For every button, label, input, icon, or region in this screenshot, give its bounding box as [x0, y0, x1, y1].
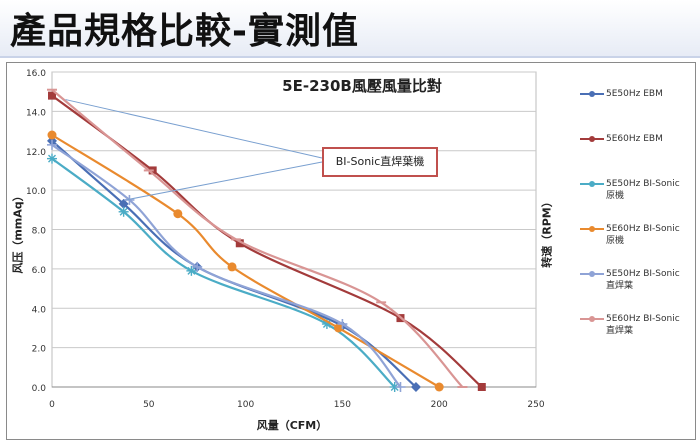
data-point	[457, 386, 468, 388]
data-point	[334, 323, 344, 333]
legend-swatch	[580, 136, 604, 142]
x-tick-label: 200	[431, 400, 448, 410]
slide-title: 產品規格比較-實測值	[10, 11, 359, 52]
annotation-box: BI-Sonic直焊葉機	[322, 147, 438, 177]
data-point	[47, 139, 57, 150]
y-tick-label: 4.0	[32, 305, 47, 315]
callout-arrow	[65, 99, 323, 159]
data-point	[186, 265, 197, 276]
legend-label: 5E50Hz EBM	[606, 89, 663, 99]
legend-label: 5E60Hz EBM	[606, 134, 663, 144]
data-point	[173, 209, 183, 219]
y-tick-label: 16.0	[26, 69, 46, 79]
data-point	[143, 169, 154, 172]
y-axis-label: 风压（mmAq）	[11, 190, 25, 274]
legend-swatch	[580, 91, 604, 97]
legend-swatch	[580, 226, 604, 232]
data-point	[235, 239, 244, 248]
chart-title: 5E-230B風壓風量比對	[282, 77, 442, 95]
data-point	[410, 382, 421, 392]
legend-label: 5E60Hz BI-Sonic 直焊葉	[606, 314, 680, 336]
data-point	[192, 261, 203, 272]
data-point	[47, 153, 57, 164]
data-point	[230, 238, 241, 241]
y-tick-label: 14.0	[26, 108, 46, 118]
title-bar	[0, 0, 700, 58]
y-tick-label: 0.0	[32, 384, 47, 394]
x-tick-label: 0	[49, 400, 55, 410]
x-tick-label: 150	[334, 400, 351, 410]
data-point	[477, 383, 486, 391]
legend-label: 5E50Hz BI-Sonic 原機	[606, 179, 680, 201]
data-point	[47, 88, 57, 91]
data-point	[118, 206, 129, 217]
y-tick-label: 8.0	[32, 227, 47, 237]
data-point	[48, 91, 56, 100]
y-tick-label: 10.0	[26, 187, 46, 197]
data-point	[395, 382, 406, 392]
y-tick-label: 2.0	[32, 345, 47, 355]
data-point	[434, 382, 444, 392]
data-point	[47, 130, 57, 140]
y-tick-label: 6.0	[32, 266, 47, 276]
x-tick-label: 50	[143, 400, 155, 410]
x-tick-label: 250	[527, 400, 544, 410]
legend-label: 5E60Hz BI-Sonic 原機	[606, 224, 680, 246]
x-axis-label: 风量（CFM）	[257, 418, 328, 432]
callout-arrow	[125, 161, 323, 201]
legend-swatch	[580, 271, 604, 277]
y-tick-label: 12.0	[26, 148, 46, 158]
legend-label: 5E50Hz BI-Sonic 直焊葉	[606, 269, 680, 291]
x-tick-label: 100	[237, 400, 254, 410]
legend-swatch	[580, 316, 604, 322]
legend-swatch	[580, 181, 604, 187]
series-line-3	[51, 157, 396, 388]
data-point	[118, 198, 129, 209]
title-divider	[0, 56, 700, 58]
data-point	[376, 301, 387, 304]
series-line-5	[51, 143, 402, 388]
data-point	[227, 262, 237, 272]
y2-axis-label: 转速（RPM）	[540, 196, 554, 268]
data-point	[337, 319, 348, 329]
